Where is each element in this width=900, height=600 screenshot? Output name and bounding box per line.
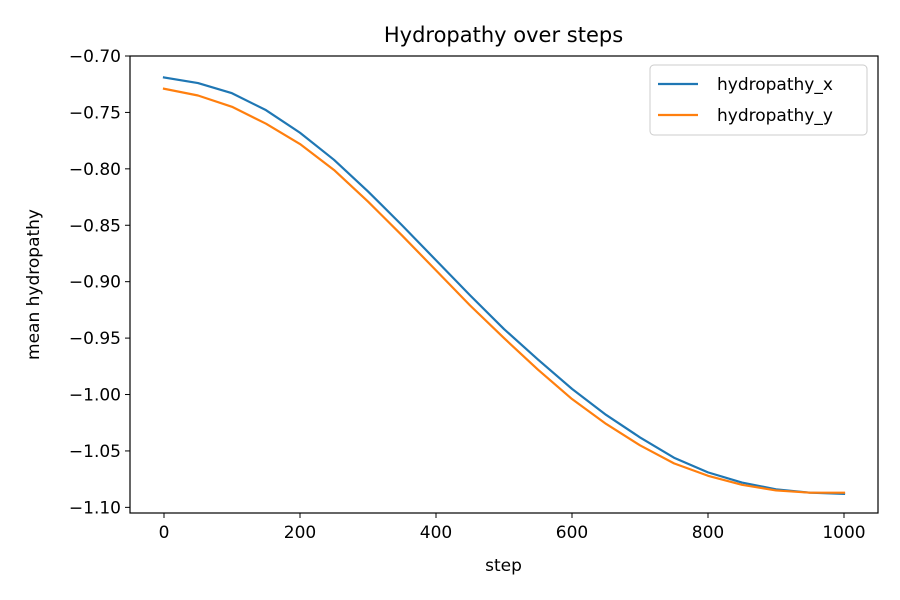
legend-label-hydropathy_y: hydropathy_y	[717, 106, 833, 126]
axes-frame	[129, 55, 879, 514]
y-tick-label: −1.00	[69, 386, 121, 406]
y-axis-label: mean hydropathy	[24, 209, 44, 360]
y-tick-label: −0.75	[69, 103, 121, 123]
x-tick-label: 200	[284, 523, 316, 543]
y-tick-label: −0.90	[69, 273, 121, 293]
x-tick-label: 600	[556, 523, 588, 543]
series-line-hydropathy_y	[162, 87, 846, 494]
y-tick-label: −0.80	[69, 160, 121, 180]
series-line-hydropathy_x	[162, 76, 846, 495]
y-tick-label: −1.10	[69, 498, 121, 518]
x-tick-label: 400	[420, 523, 452, 543]
legend-box	[649, 64, 868, 136]
y-tick-label: −0.70	[69, 47, 121, 67]
plot-area: 0 200 400 600 800 1000 −0.70 −0.75 −0.80 −0.85 −0.…	[69, 47, 879, 543]
x-tick-label: 0	[159, 523, 170, 543]
legend-label-hydropathy_x: hydropathy_x	[717, 75, 833, 95]
chart-title: Hydropathy over steps	[384, 23, 623, 47]
y-tick-label: −1.05	[69, 442, 121, 462]
x-tick-label: 800	[692, 523, 724, 543]
y-tick-label: −0.95	[69, 329, 121, 349]
y-tick-label: −0.85	[69, 216, 121, 236]
x-axis-label: step	[485, 556, 522, 576]
x-tick-label: 1000	[822, 523, 865, 543]
